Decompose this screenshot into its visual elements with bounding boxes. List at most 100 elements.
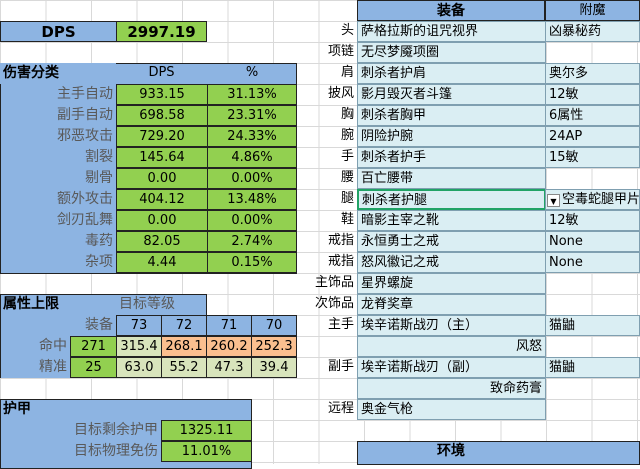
caps-gear-value[interactable]: 25 (70, 357, 117, 378)
armor-value-cell[interactable]: 11.01% (161, 441, 252, 462)
damage-dps-cell[interactable]: 145.64 (116, 147, 208, 168)
caps-value-cell[interactable]: 252.3 (251, 336, 297, 357)
equipment-item-cell[interactable]: 萨格拉斯的诅咒视界 (357, 21, 546, 42)
caps-title: 属性上限 (3, 296, 59, 312)
equipment-item-cell[interactable]: 阴险护腕 (357, 126, 546, 147)
equipment-item-cell[interactable]: 刺杀者护手 (357, 147, 546, 168)
enchant-cell[interactable]: 猫鼬 (545, 315, 640, 336)
armor-value-cell[interactable]: 1325.11 (161, 420, 252, 441)
enchant-cell[interactable]: 15敏 (545, 147, 640, 168)
col-header-dps: DPS (148, 65, 175, 80)
equipment-item-cell[interactable]: 龙脊奖章 (357, 294, 546, 315)
equipment-item-cell[interactable]: 百亡腰带 (357, 168, 546, 189)
target-level-73: 73 (116, 315, 162, 336)
caps-row-label: 精准 (39, 359, 67, 375)
slot-label: 头 (340, 23, 354, 38)
damage-row-label: 邪恶攻击 (57, 128, 113, 144)
slot-label: 副手 (327, 359, 354, 374)
caps-value-cell[interactable]: 315.4 (116, 336, 162, 357)
enchant-cell[interactable] (545, 399, 640, 420)
equipment-item-cell[interactable]: 暗影主宰之靴 (357, 210, 546, 231)
damage-pct-cell[interactable]: 23.31% (207, 105, 297, 126)
armor-row-label: 目标物理免伤 (74, 443, 158, 459)
damage-pct-cell[interactable]: 31.13% (207, 84, 297, 105)
equipment-item-cell[interactable]: 埃辛诺斯战刃（副） (357, 357, 546, 378)
enchant-cell[interactable] (545, 294, 640, 315)
caps-value-cell[interactable]: 260.2 (206, 336, 252, 357)
damage-dps-cell[interactable]: 933.15 (116, 84, 208, 105)
damage-dps-cell[interactable]: 0.00 (116, 210, 208, 231)
slot-label: 腿 (340, 191, 354, 206)
caps-value-cell[interactable]: 47.3 (206, 357, 252, 378)
equipment-item-cell[interactable]: 影月毁灭者斗篷 (357, 84, 546, 105)
enchant-cell[interactable] (545, 168, 640, 189)
equipment-item-cell[interactable]: 刺杀者护腿 (357, 189, 546, 210)
target-level-71: 71 (206, 315, 252, 336)
damage-pct-cell[interactable]: 2.74% (207, 231, 297, 252)
dps-value[interactable]: 2997.19 (116, 21, 207, 42)
damage-pct-cell[interactable]: 4.86% (207, 147, 297, 168)
armor-title: 护甲 (3, 401, 31, 417)
damage-row-label: 额外攻击 (57, 191, 113, 207)
damage-pct-cell[interactable]: 0.15% (207, 252, 297, 273)
damage-dps-cell[interactable]: 82.05 (116, 231, 208, 252)
damage-dps-cell[interactable]: 729.20 (116, 126, 208, 147)
damage-row-label: 毒药 (85, 233, 113, 249)
slot-label: 胸 (340, 107, 354, 122)
enchant-cell[interactable]: 凶暴秘药 (545, 21, 640, 42)
enchant-header: 附魔 (545, 0, 640, 21)
equipment-item-cell[interactable]: 风怒 (357, 336, 546, 357)
slot-label: 戒指 (327, 254, 354, 269)
enchant-cell[interactable]: 奥尔多 (545, 63, 640, 84)
enchant-cell[interactable] (545, 42, 640, 63)
damage-row-label: 剑刃乱舞 (57, 212, 113, 228)
slot-label: 肩 (340, 65, 354, 80)
damage-dps-cell[interactable]: 698.58 (116, 105, 208, 126)
enchant-cell[interactable]: 空毒蛇腿甲片 (545, 189, 640, 210)
enchant-cell[interactable] (545, 273, 640, 294)
damage-dps-cell[interactable]: 0.00 (116, 168, 208, 189)
equipment-item-cell[interactable]: 奥金气枪 (357, 399, 546, 420)
slot-label: 腰 (340, 170, 354, 185)
target-level-label: 目标等级 (119, 296, 175, 312)
damage-dps-cell[interactable]: 4.44 (116, 252, 208, 273)
equipment-item-cell[interactable]: 永恒勇士之戒 (357, 231, 546, 252)
equipment-item-cell[interactable]: 怒风徽记之戒 (357, 252, 546, 273)
caps-gear-value[interactable]: 271 (70, 336, 117, 357)
enchant-cell[interactable]: None (545, 231, 640, 252)
equipment-item-cell[interactable]: 刺杀者护肩 (357, 63, 546, 84)
slot-label: 项链 (327, 44, 354, 59)
equipment-item-cell[interactable]: 刺杀者胸甲 (357, 105, 546, 126)
equipment-item-cell[interactable]: 星界螺旋 (357, 273, 546, 294)
caps-value-cell[interactable]: 63.0 (116, 357, 162, 378)
enchant-cell[interactable] (545, 378, 640, 399)
enchant-cell[interactable]: None (545, 252, 640, 273)
slot-label: 戒指 (327, 233, 354, 248)
enchant-cell[interactable]: 猫鼬 (545, 357, 640, 378)
damage-pct-cell[interactable]: 0.00% (207, 168, 297, 189)
enchant-cell[interactable]: 24AP (545, 126, 640, 147)
enchant-cell[interactable]: 6属性 (545, 105, 640, 126)
enchant-cell[interactable] (545, 336, 640, 357)
damage-pct-cell[interactable]: 0.00% (207, 210, 297, 231)
damage-row-label: 杂项 (85, 254, 113, 270)
enchant-cell[interactable]: 12敏 (545, 84, 640, 105)
dropdown-arrow-icon[interactable]: ▼ (547, 194, 560, 207)
target-level-72: 72 (161, 315, 207, 336)
slot-label: 腕 (340, 128, 354, 143)
caps-value-cell[interactable]: 39.4 (251, 357, 297, 378)
slot-label: 次饰品 (314, 296, 354, 311)
damage-dps-cell[interactable]: 404.12 (116, 189, 208, 210)
slot-label: 披风 (327, 86, 354, 101)
equipment-item-cell[interactable]: 致命药膏 (357, 378, 546, 399)
damage-pct-cell[interactable]: 24.33% (207, 126, 297, 147)
caps-value-cell[interactable]: 55.2 (161, 357, 207, 378)
enchant-cell[interactable]: 12敏 (545, 210, 640, 231)
slot-label: 主手 (327, 317, 354, 332)
armor-row-label: 目标剩余护甲 (74, 422, 158, 438)
equipment-item-cell[interactable]: 埃辛诺斯战刃（主） (357, 315, 546, 336)
caps-value-cell[interactable]: 268.1 (161, 336, 207, 357)
slot-label: 远程 (327, 401, 354, 416)
equipment-item-cell[interactable]: 无尽梦魇项圈 (357, 42, 546, 63)
damage-pct-cell[interactable]: 13.48% (207, 189, 297, 210)
